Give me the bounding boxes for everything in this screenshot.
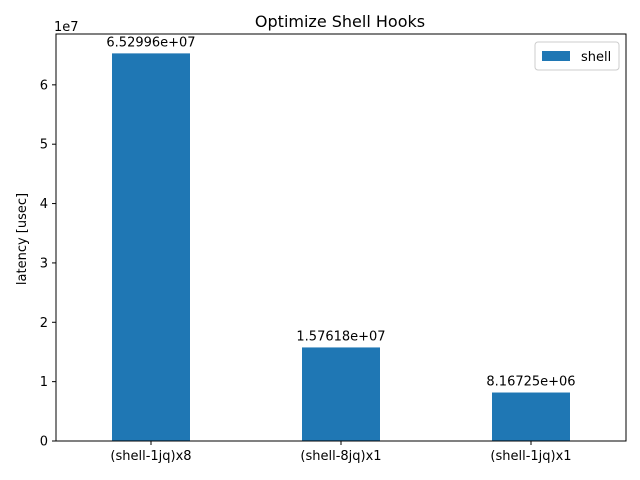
y-axis-label: latency [usec] [15,193,30,285]
y-tick-label: 3 [40,256,48,271]
legend-label: shell [581,50,611,65]
y-axis: 0 1 2 3 4 5 6 [40,78,56,450]
y-tick-label: 6 [40,78,48,93]
bar-1 [112,53,190,441]
bar-value-label: 6.52996e+07 [106,35,195,50]
x-tick-label: (shell-1jq)x8 [110,449,191,464]
chart-title: Optimize Shell Hooks [255,12,425,31]
bar-3 [492,392,570,441]
y-tick-label: 2 [40,316,48,331]
bar-value-label: 8.16725e+06 [486,375,575,390]
data-labels-layer: 6.52996e+07 1.57618e+07 8.16725e+06 [106,35,575,389]
x-tick-label: (shell-1jq)x1 [490,449,571,464]
x-axis: (shell-1jq)x8 (shell-8jq)x1 (shell-1jq)x1 [110,441,572,464]
y-scale-label: 1e7 [54,20,79,35]
y-tick-label: 4 [40,197,48,212]
legend-frame [534,41,620,71]
bar-value-label: 1.57618e+07 [296,329,385,344]
y-tick-label: 0 [40,435,48,450]
legend: shell [534,41,620,71]
plot-frame [55,33,627,442]
bar-2 [302,347,380,441]
bars-layer [112,53,570,441]
legend-swatch [542,51,570,61]
y-tick-label: 5 [40,138,48,153]
y-tick-label: 1 [40,375,48,390]
x-tick-label: (shell-8jq)x1 [300,449,381,464]
